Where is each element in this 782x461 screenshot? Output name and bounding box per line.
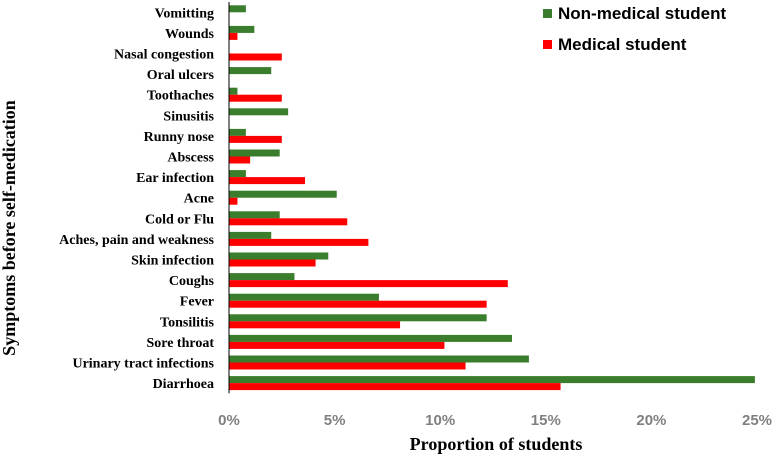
- bar-non-medical-student-diarrhoea: [229, 376, 755, 384]
- bar-non-medical-student-tonsilitis: [229, 314, 487, 322]
- category-label-sinusitis: Sinusitis: [163, 109, 214, 124]
- category-label-skin-infection: Skin infection: [131, 254, 214, 269]
- category-label-cold-or-flu: Cold or Flu: [145, 212, 214, 227]
- bar-medical-student-acne: [229, 197, 238, 205]
- bar-medical-student-toothaches: [229, 94, 282, 102]
- category-label-runny-nose: Runny nose: [144, 130, 214, 145]
- category-label-oral-ulcers: Oral ulcers: [147, 68, 215, 83]
- bar-medical-student-tonsilitis: [229, 321, 401, 329]
- bar-non-medical-student-skin-infection: [229, 252, 329, 260]
- bar-medical-student-cold-or-flu: [229, 218, 348, 226]
- x-axis-title: Proportion of students: [410, 434, 583, 454]
- bar-non-medical-student-aches-pain-and-weakness: [229, 231, 272, 239]
- category-label-fever: Fever: [180, 295, 214, 310]
- bar-non-medical-student-fever: [229, 293, 379, 301]
- category-label-coughs: Coughs: [169, 274, 215, 289]
- x-tick-label: 5%: [324, 412, 346, 429]
- bar-non-medical-student-coughs: [229, 273, 295, 281]
- bar-non-medical-student-cold-or-flu: [229, 211, 280, 219]
- y-axis-title: Symptoms before self-medication: [0, 100, 19, 356]
- x-tick-label: 10%: [425, 412, 455, 429]
- bar-medical-student-coughs: [229, 280, 508, 288]
- category-label-ear-infection: Ear infection: [136, 171, 214, 186]
- x-tick-label: 25%: [742, 412, 772, 429]
- category-label-urinary-tract-infections: Urinary tract infections: [72, 357, 214, 372]
- bars-group: [229, 5, 755, 391]
- category-label-nasal-congestion: Nasal congestion: [114, 48, 214, 63]
- category-label-wounds: Wounds: [165, 27, 215, 42]
- bar-medical-student-wounds: [229, 32, 238, 40]
- bar-non-medical-student-urinary-tract-infections: [229, 355, 529, 363]
- category-label-tonsilitis: Tonsilitis: [160, 315, 215, 330]
- x-tick-label: 0%: [218, 412, 240, 429]
- bar-non-medical-student-acne: [229, 190, 337, 198]
- bar-medical-student-skin-infection: [229, 259, 316, 267]
- bar-non-medical-student-vomitting: [229, 5, 246, 13]
- category-label-aches-pain-and-weakness: Aches, pain and weakness: [59, 233, 214, 248]
- bar-non-medical-student-wounds: [229, 25, 255, 33]
- category-label-vomitting: Vomitting: [155, 6, 214, 21]
- x-tick-labels: 0% 5% 10% 15% 20% 25%: [218, 412, 772, 429]
- bar-medical-student-diarrhoea: [229, 383, 561, 391]
- category-label-abscess: Abscess: [167, 151, 214, 166]
- category-label-acne: Acne: [184, 192, 214, 207]
- legend-swatch-medical-student: [543, 40, 552, 49]
- bar-medical-student-nasal-congestion: [229, 53, 282, 61]
- category-label-toothaches: Toothaches: [147, 89, 215, 104]
- bar-medical-student-aches-pain-and-weakness: [229, 238, 369, 246]
- bar-non-medical-student-abscess: [229, 149, 280, 157]
- bar-non-medical-student-toothaches: [229, 87, 238, 95]
- legend-label-non-medical-student: Non-medical student: [558, 4, 726, 23]
- category-labels: Vomitting Wounds Nasal congestion Oral ulce…: [59, 6, 214, 392]
- bar-medical-student-sore-throat: [229, 341, 445, 349]
- bar-non-medical-student-sinusitis: [229, 108, 289, 116]
- category-label-sore-throat: Sore throat: [146, 336, 214, 351]
- category-label-diarrhoea: Diarrhoea: [153, 377, 214, 392]
- bar-non-medical-student-runny-nose: [229, 128, 246, 136]
- bar-medical-student-abscess: [229, 156, 251, 164]
- bar-medical-student-runny-nose: [229, 135, 282, 143]
- bar-medical-student-ear-infection: [229, 177, 306, 185]
- bar-medical-student-fever: [229, 300, 487, 308]
- legend-swatch-non-medical-student: [543, 9, 552, 18]
- bar-medical-student-urinary-tract-infections: [229, 362, 466, 370]
- x-tick-label: 20%: [636, 412, 666, 429]
- bar-non-medical-student-sore-throat: [229, 334, 513, 342]
- bar-non-medical-student-ear-infection: [229, 170, 246, 178]
- x-tick-label: 15%: [531, 412, 561, 429]
- legend: Non-medical student Medical student: [543, 4, 726, 54]
- bar-non-medical-student-oral-ulcers: [229, 67, 272, 75]
- legend-label-medical-student: Medical student: [558, 35, 687, 54]
